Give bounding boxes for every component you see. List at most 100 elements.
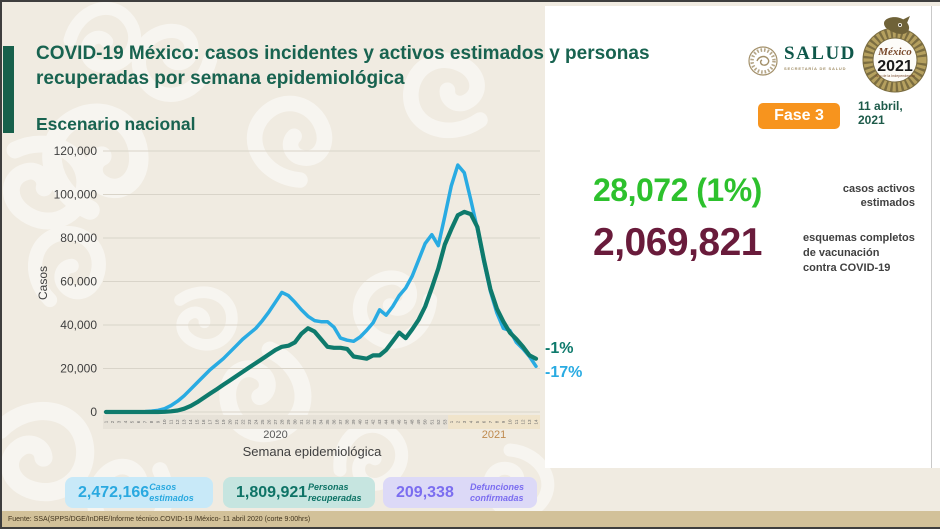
stat-label: Personas recuperadas — [308, 481, 362, 503]
svg-text:15: 15 — [195, 419, 200, 425]
svg-text:23: 23 — [247, 419, 252, 425]
svg-text:18: 18 — [214, 419, 219, 425]
salud-seal-icon — [748, 46, 778, 76]
stat-box-estimated-cases: 2,472,166 Casos estimados — [65, 477, 213, 508]
svg-text:46: 46 — [397, 419, 402, 425]
slide-border-bottom — [0, 527, 940, 529]
svg-text:11: 11 — [169, 419, 174, 424]
active-cases-label: casos activos estimados — [842, 183, 915, 210]
svg-text:39: 39 — [351, 419, 356, 425]
svg-text:6: 6 — [481, 420, 486, 423]
svg-text:19: 19 — [221, 419, 226, 425]
svg-text:0: 0 — [90, 405, 97, 419]
svg-text:49: 49 — [416, 419, 421, 425]
svg-text:30: 30 — [292, 419, 297, 425]
svg-text:1: 1 — [104, 420, 109, 423]
svg-text:100,000: 100,000 — [54, 188, 98, 202]
svg-text:32: 32 — [305, 419, 310, 425]
panel-right-border — [931, 6, 932, 468]
vaccination-value: 2,069,821 — [593, 221, 763, 264]
svg-text:33: 33 — [312, 419, 317, 425]
svg-text:20,000: 20,000 — [60, 362, 97, 376]
stat-box-deaths: 209,338 Defunciones confirmadas — [383, 477, 537, 508]
svg-text:51: 51 — [429, 419, 434, 425]
source-text: Fuente: SSA(SPPS/DGE/InDRE/Informe técni… — [8, 515, 311, 523]
svg-text:28: 28 — [279, 419, 284, 425]
stat-value: 2,472,166 — [78, 483, 150, 501]
svg-text:8: 8 — [494, 420, 499, 423]
svg-text:12: 12 — [520, 419, 525, 425]
svg-text:3: 3 — [462, 420, 467, 423]
svg-text:7: 7 — [143, 420, 148, 423]
svg-text:9: 9 — [156, 420, 161, 423]
mexico-2021-logo: México 2021 Año de la Independencia — [856, 14, 934, 103]
salud-subtitle: SECRETARÍA DE SALUD — [784, 66, 847, 71]
svg-text:2: 2 — [455, 420, 460, 423]
svg-text:9: 9 — [501, 420, 506, 423]
svg-text:34: 34 — [318, 419, 323, 425]
svg-text:35: 35 — [325, 419, 330, 425]
slide-border-top — [0, 0, 940, 2]
report-date: 11 abril, 2021 — [858, 99, 903, 128]
svg-text:80,000: 80,000 — [60, 231, 97, 245]
svg-text:Semana epidemiológica: Semana epidemiológica — [243, 444, 383, 459]
svg-text:40,000: 40,000 — [60, 318, 97, 332]
svg-text:38: 38 — [345, 419, 350, 425]
svg-text:13: 13 — [527, 419, 532, 425]
svg-text:60,000: 60,000 — [60, 275, 97, 289]
stat-label: Casos estimados — [149, 481, 194, 503]
svg-text:40: 40 — [358, 419, 363, 425]
svg-text:11: 11 — [514, 419, 519, 424]
svg-text:21: 21 — [234, 419, 239, 425]
svg-text:7: 7 — [488, 420, 493, 423]
svg-text:120,000: 120,000 — [54, 144, 98, 158]
svg-text:2: 2 — [110, 420, 115, 423]
svg-text:10: 10 — [507, 419, 512, 425]
svg-text:14: 14 — [533, 419, 538, 425]
svg-text:27: 27 — [273, 419, 278, 425]
svg-text:17: 17 — [208, 419, 213, 425]
svg-text:2021: 2021 — [877, 58, 913, 75]
estimated-change-annotation: -17% — [545, 364, 583, 381]
svg-text:31: 31 — [299, 419, 304, 425]
vaccination-label: esquemas completos de vacunación contra … — [803, 232, 915, 274]
svg-text:47: 47 — [403, 419, 408, 425]
svg-text:8: 8 — [149, 420, 154, 423]
svg-text:29: 29 — [286, 419, 291, 425]
recovered-change-annotation: -1% — [545, 340, 574, 357]
svg-text:24: 24 — [253, 419, 258, 425]
svg-text:16: 16 — [201, 419, 206, 425]
salud-wordmark: SALUD — [784, 43, 856, 64]
fase-3-badge[interactable]: Fase 3 — [758, 103, 840, 129]
slide-border-left — [0, 0, 2, 529]
svg-text:4: 4 — [123, 420, 128, 423]
stat-value: 209,338 — [396, 483, 454, 501]
svg-text:Casos: Casos — [36, 266, 50, 300]
stat-box-recovered: 1,809,921 Personas recuperadas — [223, 477, 375, 508]
svg-text:12: 12 — [175, 419, 180, 425]
svg-text:Año de la Independencia: Año de la Independencia — [875, 74, 915, 78]
svg-text:25: 25 — [260, 419, 265, 425]
scenario-subtitle: Escenario nacional — [36, 114, 196, 134]
svg-text:10: 10 — [162, 419, 167, 425]
svg-text:36: 36 — [332, 419, 337, 425]
svg-text:13: 13 — [182, 419, 187, 425]
svg-text:45: 45 — [390, 419, 395, 425]
svg-text:41: 41 — [364, 419, 369, 425]
salud-logo: SALUD SECRETARÍA DE SALUD — [746, 44, 856, 78]
svg-text:México: México — [877, 46, 912, 58]
svg-text:44: 44 — [384, 419, 389, 425]
title-accent-bar — [3, 46, 14, 133]
svg-text:4: 4 — [468, 420, 473, 423]
svg-text:2020: 2020 — [263, 429, 287, 441]
page-title: COVID-19 México: casos incidentes y acti… — [36, 43, 650, 89]
svg-text:6: 6 — [136, 420, 141, 423]
svg-text:48: 48 — [410, 419, 415, 425]
active-cases-value: 28,072 (1%) — [593, 172, 762, 208]
svg-text:5: 5 — [475, 420, 480, 423]
svg-text:3: 3 — [117, 420, 122, 423]
svg-text:20: 20 — [227, 419, 232, 425]
svg-text:5: 5 — [130, 420, 135, 423]
